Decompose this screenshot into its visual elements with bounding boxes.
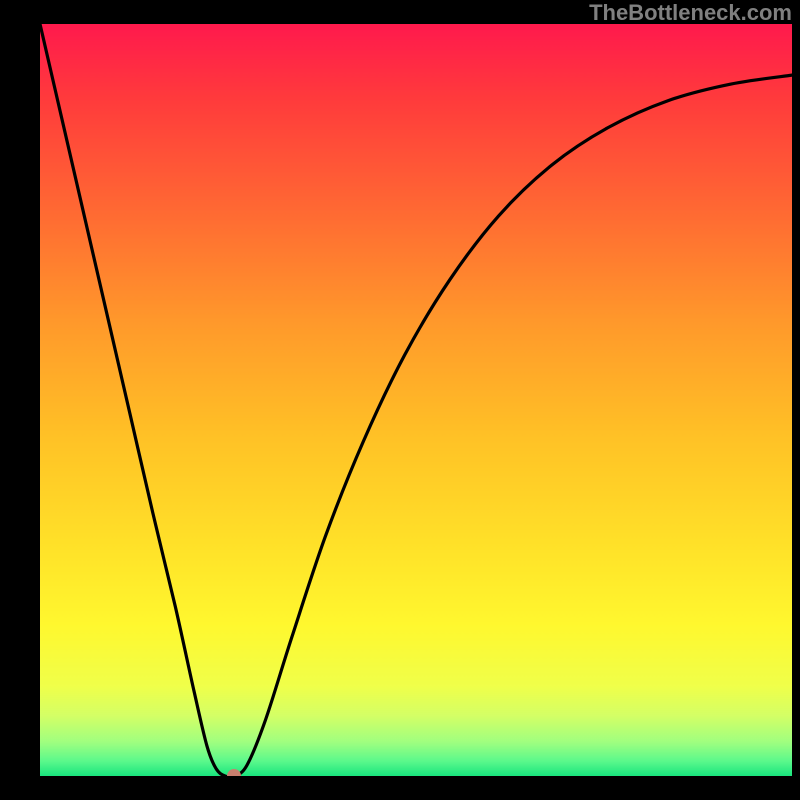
chart-container: TheBottleneck.com <box>0 0 800 800</box>
bottleneck-gradient-plot <box>40 24 792 776</box>
watermark-label: TheBottleneck.com <box>589 0 792 26</box>
